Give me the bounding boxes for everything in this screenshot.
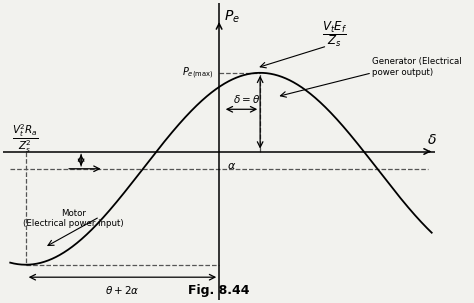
- Text: $\alpha$: $\alpha$: [227, 161, 236, 171]
- Text: $\delta = \theta$: $\delta = \theta$: [234, 93, 261, 105]
- Text: $\theta + 2\alpha$: $\theta + 2\alpha$: [105, 284, 140, 296]
- Text: Motor
(Electrical power input): Motor (Electrical power input): [23, 209, 124, 228]
- Text: $\dfrac{V_t E_f}{Z_s}$: $\dfrac{V_t E_f}{Z_s}$: [322, 19, 347, 49]
- Text: Fig. 8.44: Fig. 8.44: [188, 284, 250, 297]
- Text: $\delta$: $\delta$: [427, 133, 437, 147]
- Text: $\dfrac{V_t^2 R_a}{Z_s^2}$: $\dfrac{V_t^2 R_a}{Z_s^2}$: [12, 123, 38, 155]
- Text: $P_e$: $P_e$: [224, 9, 239, 25]
- Text: Generator (Electrical
power output): Generator (Electrical power output): [372, 57, 462, 77]
- Text: $P_{e(\max)}$: $P_{e(\max)}$: [182, 65, 214, 81]
